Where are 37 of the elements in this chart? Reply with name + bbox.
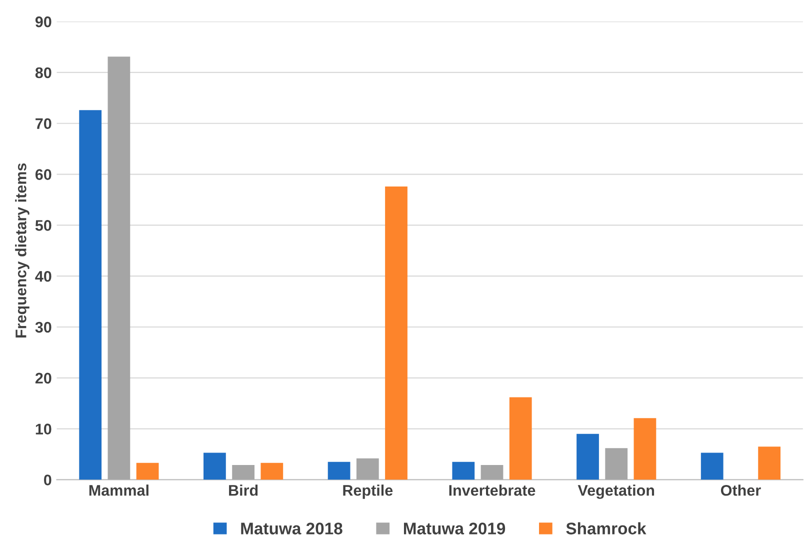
y-tick-label: 30 <box>35 322 52 333</box>
y-tick-label: 90 <box>35 16 52 28</box>
y-tick-label: 70 <box>36 118 52 130</box>
x-tick-label: Bird <box>229 484 258 496</box>
y-axis-title: Frequency dietary items <box>15 163 30 338</box>
bar <box>136 462 159 480</box>
bar <box>232 464 254 480</box>
bar <box>576 434 599 480</box>
bar <box>634 418 656 480</box>
legend-label: Shamrock <box>566 522 646 534</box>
y-tick-label: 40 <box>35 270 52 282</box>
y-tick-label: 10 <box>36 424 52 434</box>
bar <box>260 462 284 480</box>
bar <box>700 452 724 480</box>
y-tick-label: 0 <box>44 474 52 486</box>
y-tick-label: 20 <box>35 372 52 384</box>
x-tick-label: Vegetation <box>578 484 654 499</box>
x-tick-label: Reptile <box>343 484 393 499</box>
bar <box>204 452 226 480</box>
bar <box>108 56 130 480</box>
bar <box>509 397 532 480</box>
x-tick-label: Other <box>720 484 761 496</box>
y-tick-label: 60 <box>35 169 52 180</box>
x-tick-label: Mammal <box>89 484 148 496</box>
legend-label: Matuwa 2018 <box>241 522 342 534</box>
bar <box>605 448 628 480</box>
bar <box>385 186 408 480</box>
y-tick-label: 80 <box>35 67 52 78</box>
bar <box>79 110 102 480</box>
x-tick-label: Invertebrate <box>449 484 536 496</box>
bar <box>356 458 379 480</box>
bar <box>480 464 504 480</box>
bar <box>452 462 475 480</box>
legend-label: Matuwa 2019 <box>404 522 506 534</box>
y-tick-label: 50 <box>35 220 52 231</box>
bar <box>758 446 781 480</box>
bar <box>328 462 350 480</box>
